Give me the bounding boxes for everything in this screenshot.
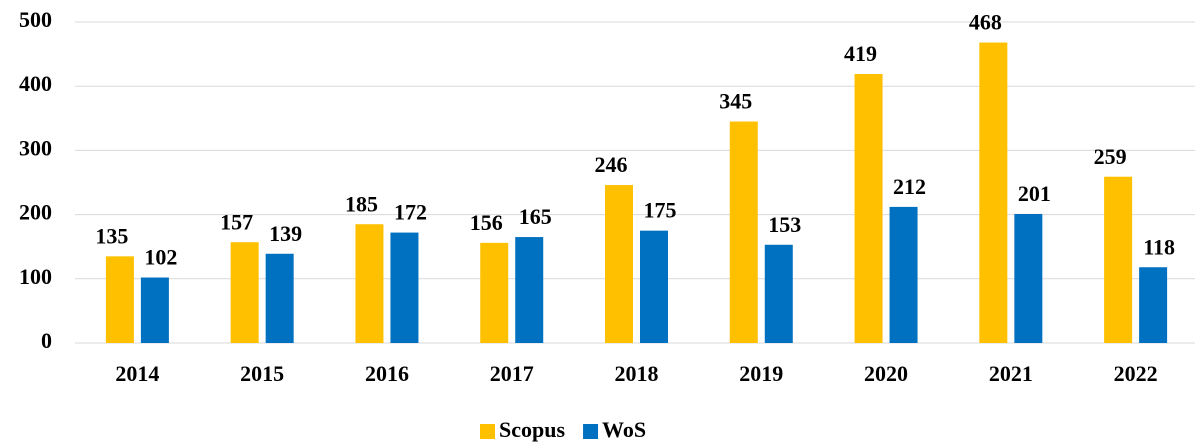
y-tick-label: 300 [19, 135, 52, 160]
legend-label: Scopus [499, 417, 565, 442]
data-label: 165 [519, 204, 552, 229]
data-label: 201 [1018, 181, 1051, 206]
data-label: 139 [269, 221, 302, 246]
bar [140, 277, 169, 343]
x-tick-label: 2015 [240, 361, 284, 386]
y-tick-label: 400 [19, 71, 52, 96]
y-tick-label: 200 [19, 200, 52, 225]
data-label: 102 [144, 245, 177, 270]
data-label: 156 [470, 210, 503, 235]
bar [1014, 213, 1043, 343]
bar [729, 121, 758, 343]
bar [1139, 267, 1168, 343]
bar [1104, 176, 1133, 343]
data-label: 246 [595, 152, 628, 177]
data-label: 135 [95, 223, 128, 248]
bar [889, 206, 918, 343]
data-label: 175 [644, 198, 677, 223]
x-tick-label: 2019 [739, 361, 783, 386]
data-label: 172 [394, 200, 427, 225]
x-tick-label: 2021 [989, 361, 1033, 386]
x-tick-label: 2017 [490, 361, 534, 386]
data-label: 153 [768, 212, 801, 237]
legend-swatch [583, 424, 599, 439]
x-tick-label: 2014 [115, 361, 159, 386]
data-label: 419 [844, 41, 877, 66]
data-label: 468 [969, 10, 1002, 35]
bar [480, 242, 509, 343]
x-tick-label: 2018 [615, 361, 659, 386]
data-label: 345 [719, 89, 752, 114]
bar [105, 256, 134, 343]
bar [640, 230, 668, 343]
bar [230, 242, 259, 343]
bar [355, 224, 384, 343]
bar [265, 253, 294, 343]
data-label: 212 [893, 174, 926, 199]
bar [605, 185, 633, 343]
data-label: 118 [1143, 234, 1175, 259]
y-tick-label: 500 [19, 7, 52, 32]
y-tick-label: 100 [19, 264, 52, 289]
x-tick-label: 2020 [864, 361, 908, 386]
data-label: 157 [220, 209, 253, 234]
data-label: 185 [345, 191, 378, 216]
bar [979, 42, 1008, 343]
x-tick-label: 2022 [1114, 361, 1158, 386]
legend-label: WoS [602, 417, 646, 442]
bar [854, 74, 883, 343]
y-tick-label: 0 [41, 328, 52, 353]
x-tick-label: 2016 [365, 361, 409, 386]
bar [764, 244, 793, 343]
bar [515, 237, 544, 343]
legend-swatch [480, 424, 495, 439]
bar [390, 232, 419, 343]
data-label: 259 [1094, 144, 1127, 169]
